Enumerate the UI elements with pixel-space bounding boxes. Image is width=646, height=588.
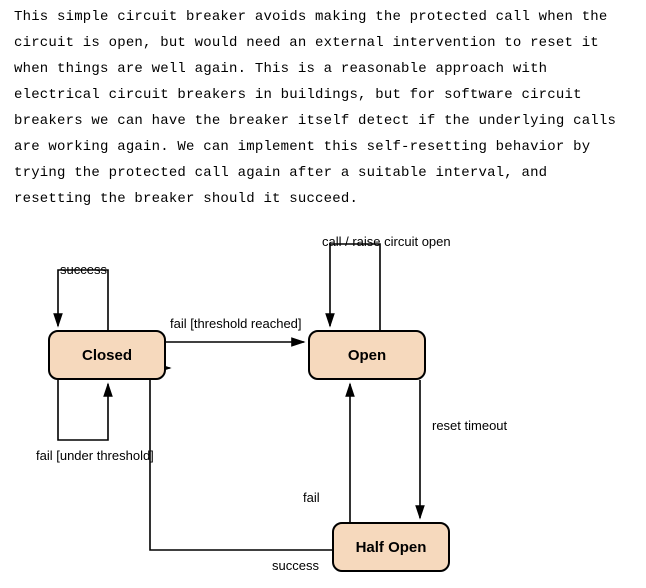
state-closed-label: Closed: [82, 347, 132, 364]
edge-closed-fail-under-loop: [58, 380, 108, 440]
label-success-half-closed: success: [272, 558, 319, 573]
label-fail-threshold: fail [threshold reached]: [170, 316, 302, 331]
label-fail-half-to-open: fail: [303, 490, 320, 505]
label-call-raise: call / raise circuit open: [322, 234, 451, 249]
edge-open-call-raise-loop: [330, 244, 380, 330]
state-half-open: Half Open: [332, 522, 450, 572]
label-reset-timeout: reset timeout: [432, 418, 507, 433]
state-open-label: Open: [348, 347, 386, 364]
diagram-edges: [0, 200, 646, 588]
state-open: Open: [308, 330, 426, 380]
intro-paragraph: This simple circuit breaker avoids makin…: [0, 0, 646, 212]
state-closed: Closed: [48, 330, 166, 380]
edge-closed-success-loop: [58, 270, 108, 330]
edge-halfopen-to-closed: [150, 368, 332, 550]
label-fail-under: fail [under threshold]: [36, 448, 154, 463]
label-success-loop: success: [60, 262, 107, 277]
state-diagram: Closed Open Half Open success fail [thre…: [0, 200, 646, 588]
state-half-open-label: Half Open: [356, 539, 427, 556]
